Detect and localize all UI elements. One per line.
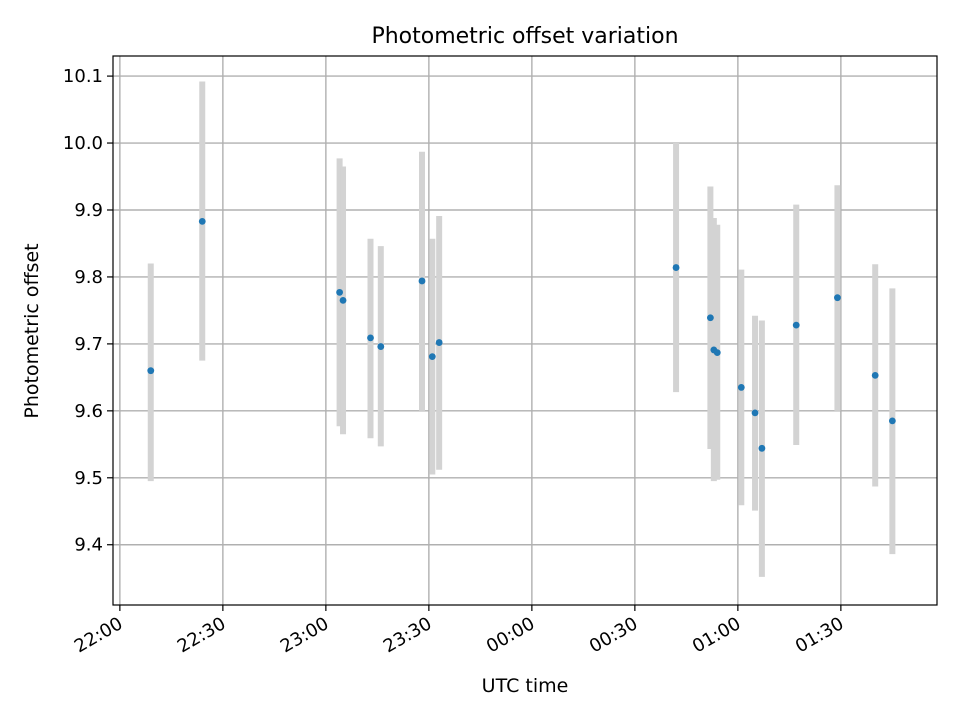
- data-point: [707, 314, 714, 322]
- y-tick-label: 9.5: [74, 468, 103, 489]
- y-tick-label: 9.8: [74, 267, 103, 288]
- data-point: [672, 264, 680, 271]
- data-point: [888, 417, 896, 425]
- data-point: [339, 296, 347, 304]
- data-point: [377, 343, 385, 350]
- grid-lines: [113, 56, 937, 605]
- y-tick-label: 9.9: [74, 200, 103, 221]
- data-point: [737, 384, 745, 391]
- y-tick-label: 10.1: [63, 66, 103, 87]
- data-point: [198, 217, 206, 225]
- y-tick-label: 9.4: [74, 535, 103, 556]
- data-point: [435, 339, 443, 346]
- data-point: [418, 277, 426, 285]
- data-point: [367, 334, 374, 342]
- data-point: [713, 349, 721, 356]
- x-axis-label: UTC time: [482, 675, 569, 697]
- data-point: [834, 294, 841, 302]
- y-axis-ticks: 9.4 9.5 9.6 9.7 9.8 9.9 10.0 10.1: [63, 66, 113, 556]
- data-point: [758, 444, 766, 452]
- data-point: [871, 371, 879, 379]
- y-axis-label: Photometric offset: [21, 243, 43, 418]
- data-point: [792, 321, 800, 329]
- data-point: [336, 288, 343, 296]
- data-point: [147, 367, 155, 375]
- data-point: [428, 353, 436, 361]
- data-points: [147, 217, 896, 452]
- data-point: [751, 409, 759, 417]
- plot-frame: [112, 55, 938, 606]
- chart-title: Photometric offset variation: [371, 24, 678, 49]
- y-tick-label: 9.7: [74, 334, 103, 355]
- y-tick-label: 9.6: [74, 401, 103, 422]
- y-tick-label: 10.0: [63, 133, 103, 154]
